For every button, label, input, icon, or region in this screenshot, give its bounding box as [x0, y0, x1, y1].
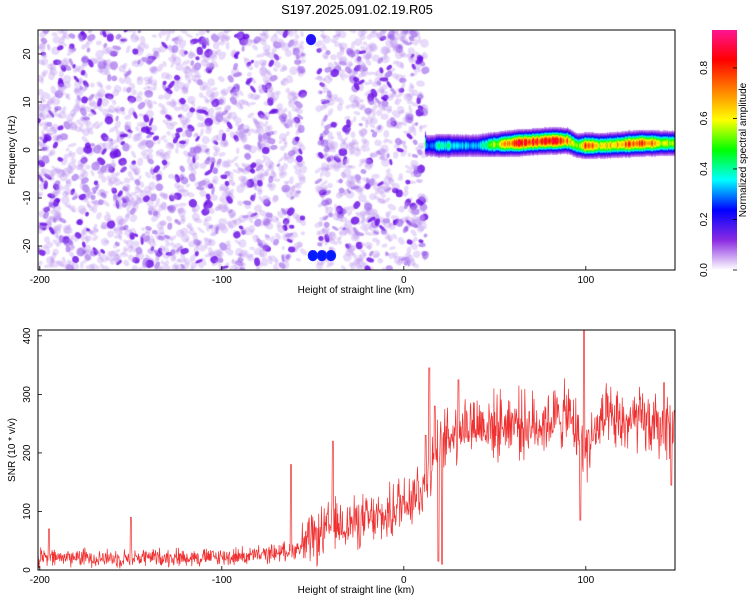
heatmap-x-tick-label: -200 — [30, 275, 50, 286]
heatmap-spot — [305, 33, 317, 46]
heatmap-x-tick-label: 100 — [577, 275, 594, 286]
heatmap-y-tick-label: 20 — [22, 48, 33, 60]
snr-background — [38, 330, 675, 570]
snr-y-tick-label: 300 — [22, 386, 33, 403]
snr-x-tick-label: -100 — [212, 575, 232, 586]
snr-y-tick-label: 100 — [22, 503, 33, 520]
heatmap-x-tick-label: -100 — [212, 275, 232, 286]
heatmap-x-axis-label: Height of straight line (km) — [298, 285, 415, 296]
heatmap-y-axis-label: Frequency (Hz) — [7, 116, 18, 185]
snr-x-axis-label: Height of straight line (km) — [298, 585, 415, 596]
heatmap-y-tick-label: 10 — [22, 96, 33, 108]
snr-panel: -200 -100 0 100 0 100 200 300 400 Height of str… — [7, 327, 676, 596]
colorbar-gradient — [712, 30, 737, 270]
colorbar-tick-label: 0.4 — [699, 162, 710, 176]
snr-x-tick-label: 0 — [401, 575, 407, 586]
colorbar-tick-label: 0.8 — [699, 61, 710, 75]
snr-x-tick-label: -200 — [30, 575, 50, 586]
heatmap-spots — [305, 33, 337, 262]
colorbar-ticks: 0.0 0.2 0.4 0.6 0.8 — [699, 61, 737, 277]
snr-x-tick-label: 100 — [577, 575, 594, 586]
colorbar-tick-label: 0.2 — [699, 212, 710, 226]
snr-y-tick-label: 0 — [22, 567, 33, 573]
heatmap-spot — [325, 250, 337, 262]
heatmap-y-ticks: -20 -10 0 10 20 — [22, 48, 42, 253]
colorbar-label: Normalized spectral amplitude — [738, 82, 749, 217]
snr-frame — [37, 329, 676, 571]
heatmap-x-ticks: -200 -100 0 100 — [30, 266, 595, 286]
colorbar: 0.0 0.2 0.4 0.6 0.8 Normalized spectral ampl… — [699, 30, 749, 277]
heatmap-y-tick-label: -10 — [22, 190, 33, 205]
snr-y-tick-label: 400 — [22, 327, 33, 344]
heatmap-y-tick-label: 0 — [22, 147, 33, 153]
heatmap-y-tick-label: -20 — [22, 238, 33, 253]
colorbar-tick-label: 0.6 — [699, 111, 710, 125]
snr-y-axis-label: SNR (10 * v/v) — [7, 418, 18, 482]
snr-x-ticks: -200 -100 0 100 — [30, 566, 595, 586]
chart-title: S197.2025.091.02.19.R05 — [281, 2, 433, 17]
heatmap-x-tick-label: 0 — [401, 275, 407, 286]
snr-y-ticks: 0 100 200 300 400 — [22, 327, 42, 573]
heatmap-spot — [316, 250, 328, 262]
heatmap-spot — [307, 250, 318, 262]
snr-series-line — [37, 329, 676, 569]
colorbar-tick-label: 0.0 — [699, 263, 710, 277]
heatmap-image — [38, 30, 675, 270]
snr-y-tick-label: 200 — [22, 444, 33, 461]
